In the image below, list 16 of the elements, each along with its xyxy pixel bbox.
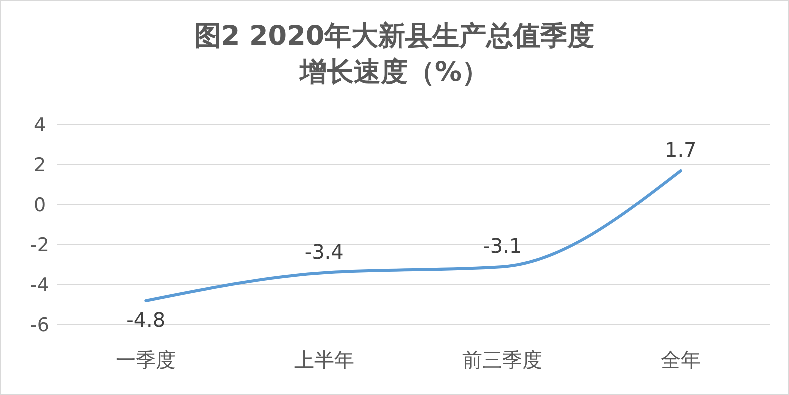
y-tick-label: 0 (34, 194, 46, 217)
data-label: -3.4 (304, 240, 344, 264)
y-tick-label: 2 (34, 154, 46, 177)
data-label: 1.7 (664, 138, 697, 162)
y-tick-label: -2 (30, 234, 50, 257)
x-tick-label: 上半年 (294, 348, 354, 372)
x-tick-label: 前三季度 (462, 348, 543, 372)
data-label: -4.8 (126, 308, 166, 332)
y-tick-label: -6 (30, 314, 50, 337)
x-tick-label: 一季度 (116, 348, 176, 372)
line-series (144, 170, 682, 302)
x-tick-label: 全年 (660, 348, 701, 372)
chart-title: 图2 2020年大新县生产总值季度增长速度（%） (194, 21, 595, 88)
y-tick-label: 4 (34, 114, 46, 137)
data-label: -3.1 (483, 234, 522, 258)
y-tick-label: -4 (30, 274, 50, 297)
